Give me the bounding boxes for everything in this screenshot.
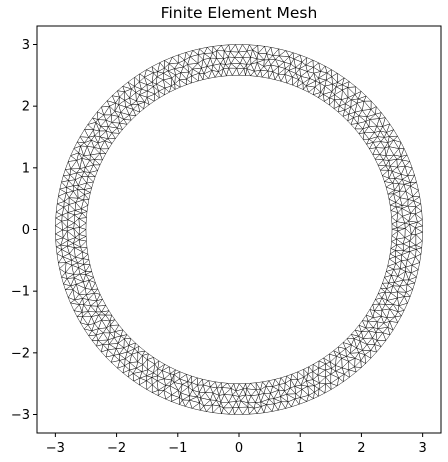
x-tick-label: 3 [418, 441, 426, 456]
x-tick-label: 0 [235, 441, 243, 456]
mesh-layer [55, 44, 423, 415]
x-tick-label: −2 [107, 441, 126, 456]
x-axis: −3 −2 −1 0 1 2 3 [46, 433, 427, 456]
y-axis: −3 −2 −1 0 1 2 3 [11, 38, 37, 423]
y-tick-label: 0 [22, 223, 30, 238]
mesh-element [396, 227, 406, 232]
y-tick-label: −3 [11, 408, 30, 423]
mesh-element [409, 224, 416, 235]
x-tick-label: 1 [296, 441, 304, 456]
x-tick-label: −3 [46, 441, 65, 456]
x-tick-label: 2 [357, 441, 365, 456]
y-tick-label: 3 [22, 38, 30, 53]
chart-title: Finite Element Mesh [161, 4, 318, 22]
y-tick-label: −1 [11, 285, 30, 300]
y-tick-label: 1 [22, 161, 30, 176]
y-tick-label: 2 [22, 100, 30, 115]
y-tick-label: −2 [11, 346, 30, 361]
x-tick-label: −1 [168, 441, 187, 456]
mesh-element [414, 225, 423, 233]
